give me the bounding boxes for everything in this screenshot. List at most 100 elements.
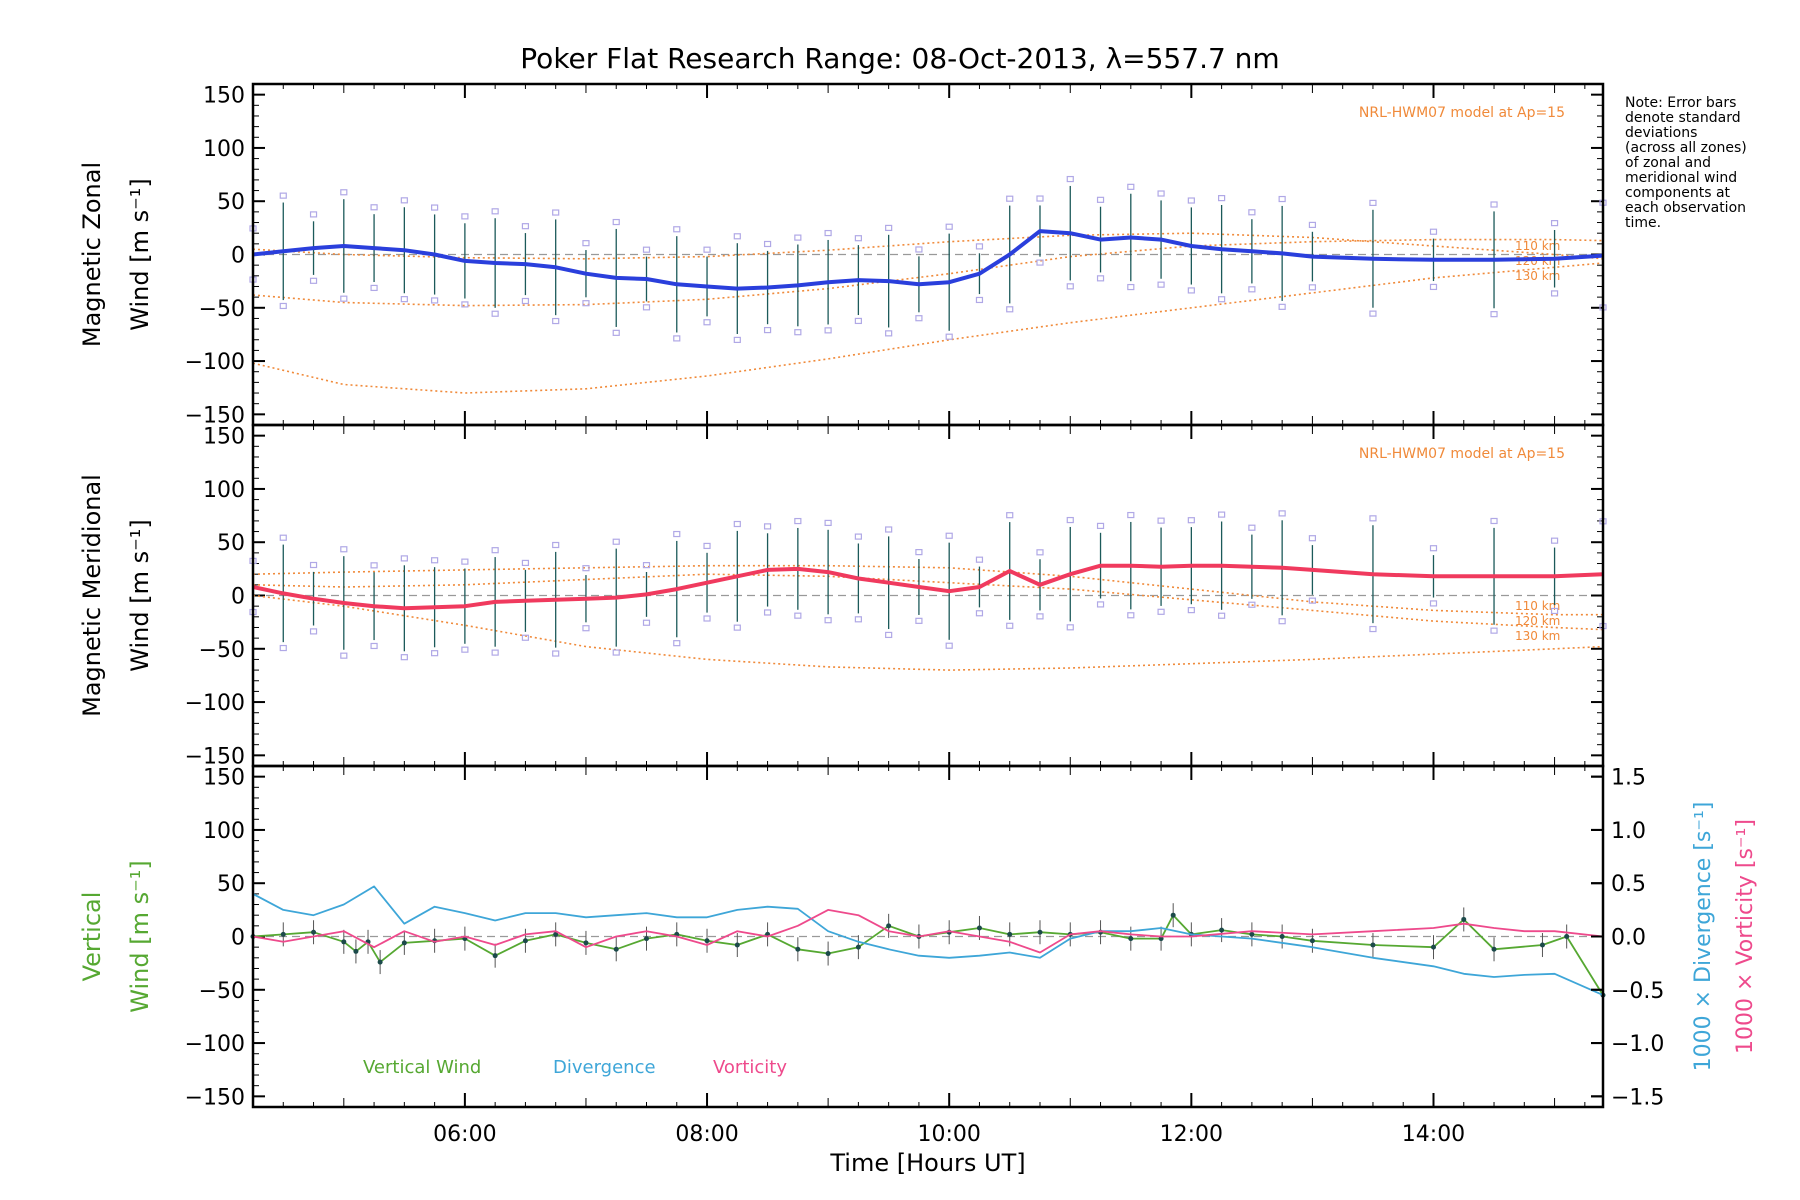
zone-marker [733, 624, 741, 631]
zone-marker [1096, 522, 1105, 530]
y-tick-label: −50 [199, 297, 245, 322]
zone-marker [854, 616, 862, 623]
zone-marker [279, 644, 287, 652]
y-tick-label: 150 [203, 766, 245, 791]
zone-marker [309, 561, 318, 569]
zone-marker [1036, 195, 1044, 202]
y-axis-label: Vertical [78, 892, 106, 982]
y-tick-label: −150 [185, 403, 245, 428]
zone-marker [1308, 221, 1317, 229]
zone-marker [521, 297, 530, 305]
y-tick-label: 50 [217, 190, 245, 215]
series-line-vorticity [252, 909, 1604, 954]
zone-marker [552, 650, 560, 657]
zone-marker [824, 229, 832, 237]
y-axis-label: Magnetic Zonal [78, 162, 106, 347]
chart-title: Poker Flat Research Range: 08-Oct-2013, … [520, 42, 1279, 75]
zone-marker [1218, 195, 1226, 202]
series-line-meridional-wind [252, 563, 1604, 611]
zone-marker [1369, 625, 1377, 633]
zone-marker [1490, 627, 1498, 634]
zone-marker [552, 317, 560, 325]
zone-marker [400, 555, 408, 562]
zone-marker [1369, 515, 1377, 522]
data-point [734, 942, 740, 948]
zone-marker [975, 296, 984, 304]
zone-marker [309, 628, 318, 635]
data-point [401, 940, 407, 946]
data-point [1249, 931, 1255, 937]
note-line: deviations [1625, 125, 1698, 141]
panel-zonal: 150 100 50 0 −50 −100 −150 NRL-HWM07 model at A… [78, 82, 1607, 428]
data-point [341, 939, 347, 945]
zone-marker [1218, 511, 1226, 518]
legend-entry: Divergence [553, 1057, 656, 1078]
zone-marker [582, 625, 590, 632]
data-point [886, 923, 892, 929]
zone-marker [1490, 201, 1498, 208]
zone-marker [1157, 517, 1165, 524]
zone-marker [552, 541, 560, 549]
y-right-tick-label: 0.0 [1611, 926, 1646, 951]
data-point [825, 951, 831, 957]
zone-marker [1248, 209, 1256, 216]
data-point [1370, 942, 1376, 948]
y-axis-label: Wind [m s⁻¹] [126, 860, 154, 1012]
y-tick-label: 0 [231, 926, 245, 951]
zone-marker [431, 557, 439, 564]
zone-marker [945, 223, 953, 230]
zone-marker [1248, 601, 1256, 608]
zone-marker [400, 654, 408, 661]
zone-marker [1187, 287, 1195, 294]
zone-marker [1036, 549, 1044, 556]
data-point [855, 944, 861, 950]
zone-marker [703, 246, 711, 253]
zone-marker [673, 335, 681, 342]
zone-marker [1308, 535, 1317, 542]
panel-meridional: 150 100 50 0 −50 −100 −150 NRL-HWM07 model at A… [78, 423, 1607, 769]
zone-marker [1006, 306, 1014, 313]
zone-marker [733, 233, 741, 240]
model-curve [252, 238, 1604, 307]
zone-marker [582, 240, 590, 247]
zone-marker [279, 192, 287, 199]
zone-marker [1036, 259, 1044, 266]
data-point [583, 940, 589, 946]
y-right-tick-label: 1.5 [1611, 766, 1646, 791]
zone-marker [915, 246, 923, 253]
zone-marker [1157, 281, 1165, 288]
y-tick-label: −150 [185, 1085, 245, 1110]
zone-marker [491, 208, 499, 215]
zone-marker [1187, 607, 1195, 614]
y-tick-label: −50 [199, 638, 245, 663]
data-point [1128, 936, 1134, 942]
y-tick-label: 50 [217, 872, 245, 897]
data-point [1170, 912, 1176, 918]
data-point [643, 936, 649, 942]
x-tick-label: 12:00 [1160, 1122, 1223, 1147]
zone-marker [461, 646, 469, 653]
y-axis-label: Wind [m s⁻¹] [126, 178, 154, 330]
data-point [1007, 931, 1013, 937]
zone-marker [309, 277, 318, 284]
zone-marker [1369, 310, 1377, 317]
model-curve [252, 573, 1604, 631]
zone-marker [854, 235, 862, 242]
y-tick-label: −150 [185, 744, 245, 769]
zone-marker [1490, 311, 1498, 318]
zone-marker [763, 240, 772, 248]
note-line: Note: Error bars [1625, 95, 1737, 111]
zone-marker [1187, 197, 1195, 204]
zone-marker [733, 520, 741, 528]
zone-marker [1096, 275, 1105, 282]
zone-marker [370, 284, 378, 292]
note-line: meridional wind [1625, 170, 1738, 186]
zone-marker [400, 296, 408, 303]
zone-marker [945, 532, 953, 539]
x-tick-label: 08:00 [675, 1122, 738, 1147]
zone-marker [763, 523, 772, 530]
zone-marker [1308, 284, 1317, 291]
zone-marker [763, 609, 772, 616]
zone-marker [1550, 537, 1559, 544]
data-point [492, 953, 498, 959]
